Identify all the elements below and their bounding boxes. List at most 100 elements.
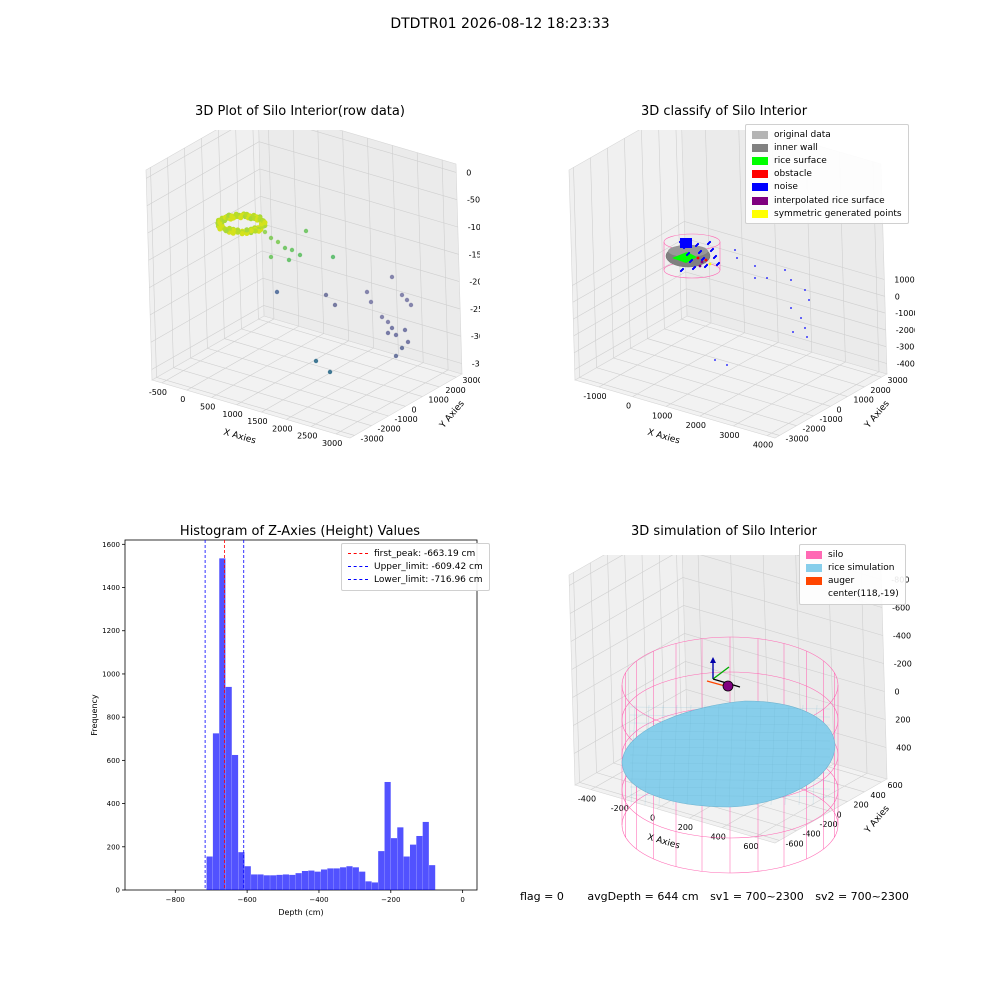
x-tick-label: −600 — [238, 896, 257, 904]
data-point — [262, 220, 268, 226]
rice-mesh-line — [629, 730, 831, 734]
legend-line — [348, 553, 368, 555]
data-point — [385, 319, 391, 325]
status-footer: flag = 0 avgDepth = 644 cm sv1 = 700~230… — [520, 890, 917, 903]
simulation-plot-title: 3D simulation of Silo Interior — [631, 524, 817, 539]
histogram-bar — [289, 874, 296, 890]
grid-line — [570, 577, 883, 642]
data-point — [244, 227, 250, 233]
data-point — [313, 358, 319, 364]
y-tick-label: -3000 — [360, 434, 383, 443]
data-point — [364, 289, 370, 295]
noise-point — [708, 240, 712, 244]
figure-title: DTDTR01 2026-08-12 18:23:33 — [390, 16, 610, 32]
grid-line — [184, 147, 389, 417]
legend-label: obstacle — [774, 169, 812, 180]
noise-point — [705, 263, 709, 267]
y-tick-label: 1600 — [102, 541, 120, 549]
noise-point — [804, 327, 806, 329]
histogram-chart: −800 −600 −400 −200 0 0 200 400 600 800 1000 1200 14… — [90, 539, 478, 917]
grid-line — [150, 167, 355, 436]
y-tick-label: -1000 — [394, 415, 417, 424]
legend-item-obstacle: obstacle — [752, 168, 902, 181]
rice-mesh-line — [770, 704, 776, 806]
y-tick-label: 0 — [411, 405, 416, 414]
legend-label: first_peak: -663.19 cm — [374, 548, 476, 559]
histogram-bar — [231, 754, 239, 890]
histogram-bar — [257, 874, 264, 890]
noise-point — [790, 279, 792, 281]
x-tick-label: −800 — [166, 896, 185, 904]
data-point — [399, 292, 405, 298]
raw-plot-title: 3D Plot of Silo Interior(row data) — [195, 104, 405, 119]
grid-line — [148, 195, 459, 261]
grid-line — [218, 130, 423, 397]
noise-point — [734, 249, 736, 251]
noise-point — [754, 265, 756, 267]
grid-line — [186, 130, 300, 391]
histogram-bar — [270, 875, 277, 890]
x-tick-label: 0 — [460, 896, 464, 904]
x-tick-label: 600 — [743, 842, 758, 851]
data-point — [393, 353, 399, 359]
data-point — [393, 332, 399, 338]
noise-point — [699, 249, 703, 253]
noise-point — [702, 256, 706, 260]
data-point — [235, 229, 241, 235]
y-tick-label: -600 — [785, 839, 803, 848]
legend-swatch — [752, 196, 768, 205]
rice-mesh-line — [629, 738, 831, 742]
x-axis-label: X Axies — [222, 428, 257, 447]
legend-line — [348, 566, 368, 568]
class-point — [698, 264, 702, 268]
grid-line — [754, 563, 868, 838]
x-tick-label: 1500 — [247, 417, 267, 426]
noise-point — [714, 359, 716, 361]
data-point — [248, 228, 254, 234]
histogram-bar — [212, 733, 220, 890]
data-point — [297, 252, 303, 258]
legend-item-symmetric-generated-points: symmetric generated points — [752, 207, 902, 220]
grid-line — [147, 168, 458, 234]
legend-item-original-data: original data — [752, 128, 902, 141]
x-tick-label: 1000 — [652, 411, 672, 420]
noise-point — [714, 254, 718, 258]
grid-line — [571, 605, 884, 670]
x-tick-label: -1000 — [583, 392, 606, 401]
rice-mesh-line — [629, 794, 831, 798]
histogram-bar — [409, 844, 417, 890]
grid-line — [675, 130, 882, 378]
avg-depth-value: avgDepth = 644 cm — [587, 890, 699, 903]
noise-point — [680, 238, 692, 248]
histogram-bar — [263, 875, 270, 890]
simulation-legend: silo rice simulation auger center(118,-1… — [799, 544, 906, 605]
x-tick-label: 0 — [180, 395, 185, 404]
rice-mesh-line — [629, 754, 831, 758]
noise-point — [711, 247, 715, 251]
auger-shaft — [706, 680, 726, 687]
legend-line — [348, 579, 368, 581]
grid-line — [658, 130, 865, 388]
histogram-bar — [416, 835, 423, 890]
x-tick-label: −200 — [381, 896, 400, 904]
x-tick-label: 4000 — [753, 441, 773, 450]
inner-wall-points — [668, 245, 708, 257]
noise-point — [696, 242, 700, 246]
data-point — [379, 314, 385, 320]
legend-label: noise — [774, 182, 798, 193]
rice-mesh-line — [812, 704, 818, 806]
histogram-bar — [276, 874, 283, 890]
histogram-bar — [225, 686, 232, 890]
z-tick-label: -3500 — [472, 360, 480, 369]
z-tick-label: 0 — [895, 688, 900, 697]
data-point — [268, 235, 274, 241]
class-point — [696, 256, 700, 260]
z-tick-label: -200 — [894, 660, 912, 669]
sv1-value: sv1 = 700~2300 — [710, 890, 804, 903]
legend-swatch — [752, 183, 768, 192]
x-tick-label: -200 — [611, 804, 629, 813]
x-tick-label: 1000 — [222, 410, 242, 419]
histogram-bar — [282, 874, 289, 890]
z-tick-label: 1000 — [894, 276, 914, 285]
